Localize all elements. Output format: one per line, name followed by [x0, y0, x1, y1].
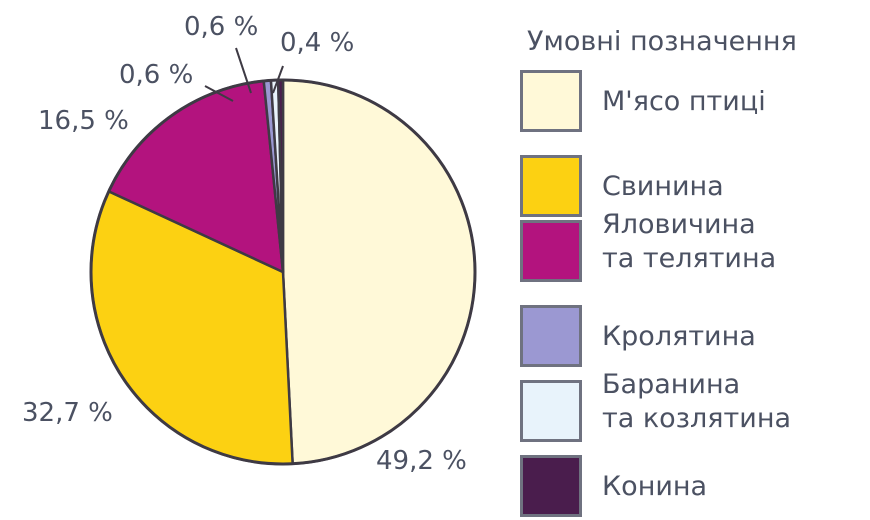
leader-line [235, 47, 252, 94]
legend-swatch [520, 220, 582, 282]
slice-value-label: 49,2 % [376, 446, 467, 476]
legend-swatch [520, 380, 582, 442]
legend-swatch [520, 70, 582, 132]
pie-outline [89, 78, 477, 466]
pie-slice [281, 78, 477, 466]
slice-value-label: 0,4 % [280, 28, 355, 58]
slice-value-label: 16,5 % [38, 106, 129, 136]
legend-label: М'ясо птиці [602, 86, 766, 117]
leader-line [204, 85, 234, 102]
legend-title: Умовні позначення [527, 26, 797, 57]
slice-value-label: 0,6 % [184, 12, 259, 42]
legend-swatch [520, 455, 582, 517]
legend-label: Баранина та козлятина [602, 369, 792, 434]
slice-value-label: 0,6 % [119, 60, 194, 90]
legend-label: Свинина [602, 171, 724, 202]
legend-label: Яловичина та телятина [602, 209, 777, 274]
legend-label: Конина [602, 471, 708, 502]
legend-swatch [520, 305, 582, 367]
legend-swatch [520, 155, 582, 217]
slice-value-label: 32,7 % [22, 398, 113, 428]
leader-line [272, 65, 284, 94]
legend-label: Кролятина [602, 321, 756, 352]
